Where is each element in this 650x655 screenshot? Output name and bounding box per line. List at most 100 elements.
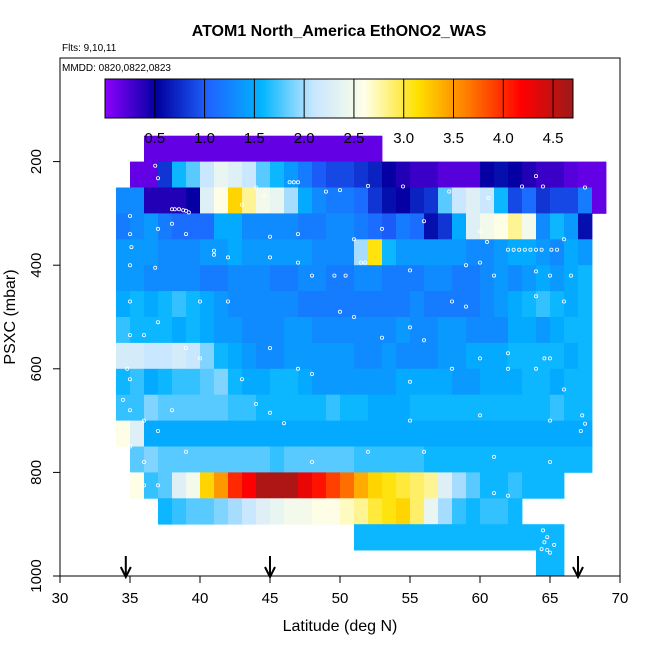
heatmap-cell <box>578 342 593 370</box>
colorbar-segment <box>287 79 290 118</box>
sample-point <box>517 247 522 252</box>
colorbar-segment <box>261 79 264 118</box>
colorbar-segment <box>269 79 272 118</box>
heatmap-cell <box>424 161 439 188</box>
heatmap-cell <box>452 394 467 421</box>
heatmap-cell <box>410 239 425 266</box>
heatmap-cell <box>144 472 159 499</box>
heatmap-cell <box>424 342 439 370</box>
colorbar-segment <box>111 79 114 118</box>
heatmap-cell <box>116 368 131 396</box>
colorbar-segment <box>165 79 168 118</box>
colorbar-segment <box>541 79 544 118</box>
heatmap-cell <box>130 291 145 318</box>
colorbar-segment <box>559 79 562 118</box>
colorbar-segment <box>211 79 214 118</box>
heatmap-cell <box>452 291 467 318</box>
heatmap-cell <box>564 239 579 266</box>
colorbar-segment <box>185 79 188 118</box>
colorbar-segment <box>401 79 404 118</box>
heatmap-cell <box>466 472 481 499</box>
sample-point <box>505 351 510 356</box>
colorbar-segment <box>533 79 536 118</box>
heatmap-cell <box>340 161 355 188</box>
colorbar-segment <box>283 79 286 118</box>
colorbar-segment <box>419 79 422 118</box>
sample-points <box>121 163 588 555</box>
heatmap-cell <box>270 498 285 525</box>
heatmap-cell <box>228 420 243 447</box>
heatmap-cell <box>270 161 285 188</box>
heatmap-cell <box>116 213 131 240</box>
sample-point <box>197 299 202 304</box>
heatmap-cell <box>284 420 299 447</box>
heatmap-cell <box>578 239 593 266</box>
sample-point <box>583 185 588 190</box>
colorbar-segment <box>125 79 128 118</box>
colorbar-segment <box>293 79 296 118</box>
heatmap-cell <box>382 420 397 447</box>
colorbar-segment <box>127 79 130 118</box>
heatmap-cell <box>452 524 467 551</box>
colorbar-segment <box>231 79 234 118</box>
heatmap-cell <box>228 291 243 318</box>
colorbar-segment <box>275 79 278 118</box>
sample-point <box>141 459 146 464</box>
heatmap-cell <box>424 291 439 318</box>
heatmap-cell <box>410 342 425 370</box>
heatmap-cell <box>242 394 257 421</box>
colorbar-segment <box>131 79 134 118</box>
heatmap-cell <box>130 472 145 499</box>
heatmap-cell <box>326 265 341 292</box>
colorbar-segment <box>277 79 280 118</box>
heatmap-cell <box>508 161 523 188</box>
heatmap-cell <box>256 187 271 214</box>
colorbar-segment <box>163 79 166 118</box>
colorbar-segment <box>243 79 246 118</box>
sample-point <box>407 268 412 273</box>
heatmap-cell <box>550 368 565 396</box>
colorbar-segment <box>477 79 480 118</box>
heatmap-cell <box>256 161 271 188</box>
heatmap-cell <box>508 213 523 240</box>
colorbar-segment <box>339 79 342 118</box>
colorbar-segment <box>345 79 348 118</box>
heatmap-cell <box>494 420 509 447</box>
sample-point <box>578 428 583 433</box>
colorbar-segment <box>351 79 354 118</box>
heatmap-cell <box>452 161 467 188</box>
heatmap-cell <box>242 213 257 240</box>
heatmap-cell <box>256 213 271 240</box>
colorbar-segment <box>285 79 288 118</box>
colorbar-segment <box>239 79 242 118</box>
heatmap-cell <box>368 213 383 240</box>
heatmap-cell <box>410 524 425 551</box>
heatmap-cell <box>298 135 313 162</box>
heatmap-cell <box>284 446 299 473</box>
heatmap-cell <box>158 368 173 396</box>
sample-point <box>155 320 160 325</box>
heatmap-cell <box>508 317 523 344</box>
heatmap-cell <box>200 317 215 344</box>
heatmap-cell <box>200 135 215 162</box>
colorbar-segment <box>367 79 370 118</box>
heatmap-cell <box>312 446 327 473</box>
colorbar-segment <box>197 79 200 118</box>
heatmap-cell <box>158 265 173 292</box>
heatmap-cell <box>382 213 397 240</box>
colorbar-segment <box>251 79 254 118</box>
heatmap-cell <box>158 135 173 162</box>
heatmap-cell <box>396 368 411 396</box>
colorbar-segment <box>387 79 390 118</box>
colorbar-tick-label: 1.5 <box>244 130 265 147</box>
sample-point <box>534 366 539 371</box>
heatmap-cell <box>228 265 243 292</box>
colorbar-tick-label: 4.0 <box>493 130 514 147</box>
heatmap-cell <box>536 239 551 266</box>
heatmap-cell <box>508 524 523 551</box>
heatmap-cell <box>494 394 509 421</box>
heatmap-cell <box>298 446 313 473</box>
colorbar-segment <box>139 79 142 118</box>
chart-title: ATOM1 North_America EthONO2_WAS <box>192 23 487 40</box>
heatmap-cell <box>340 213 355 240</box>
